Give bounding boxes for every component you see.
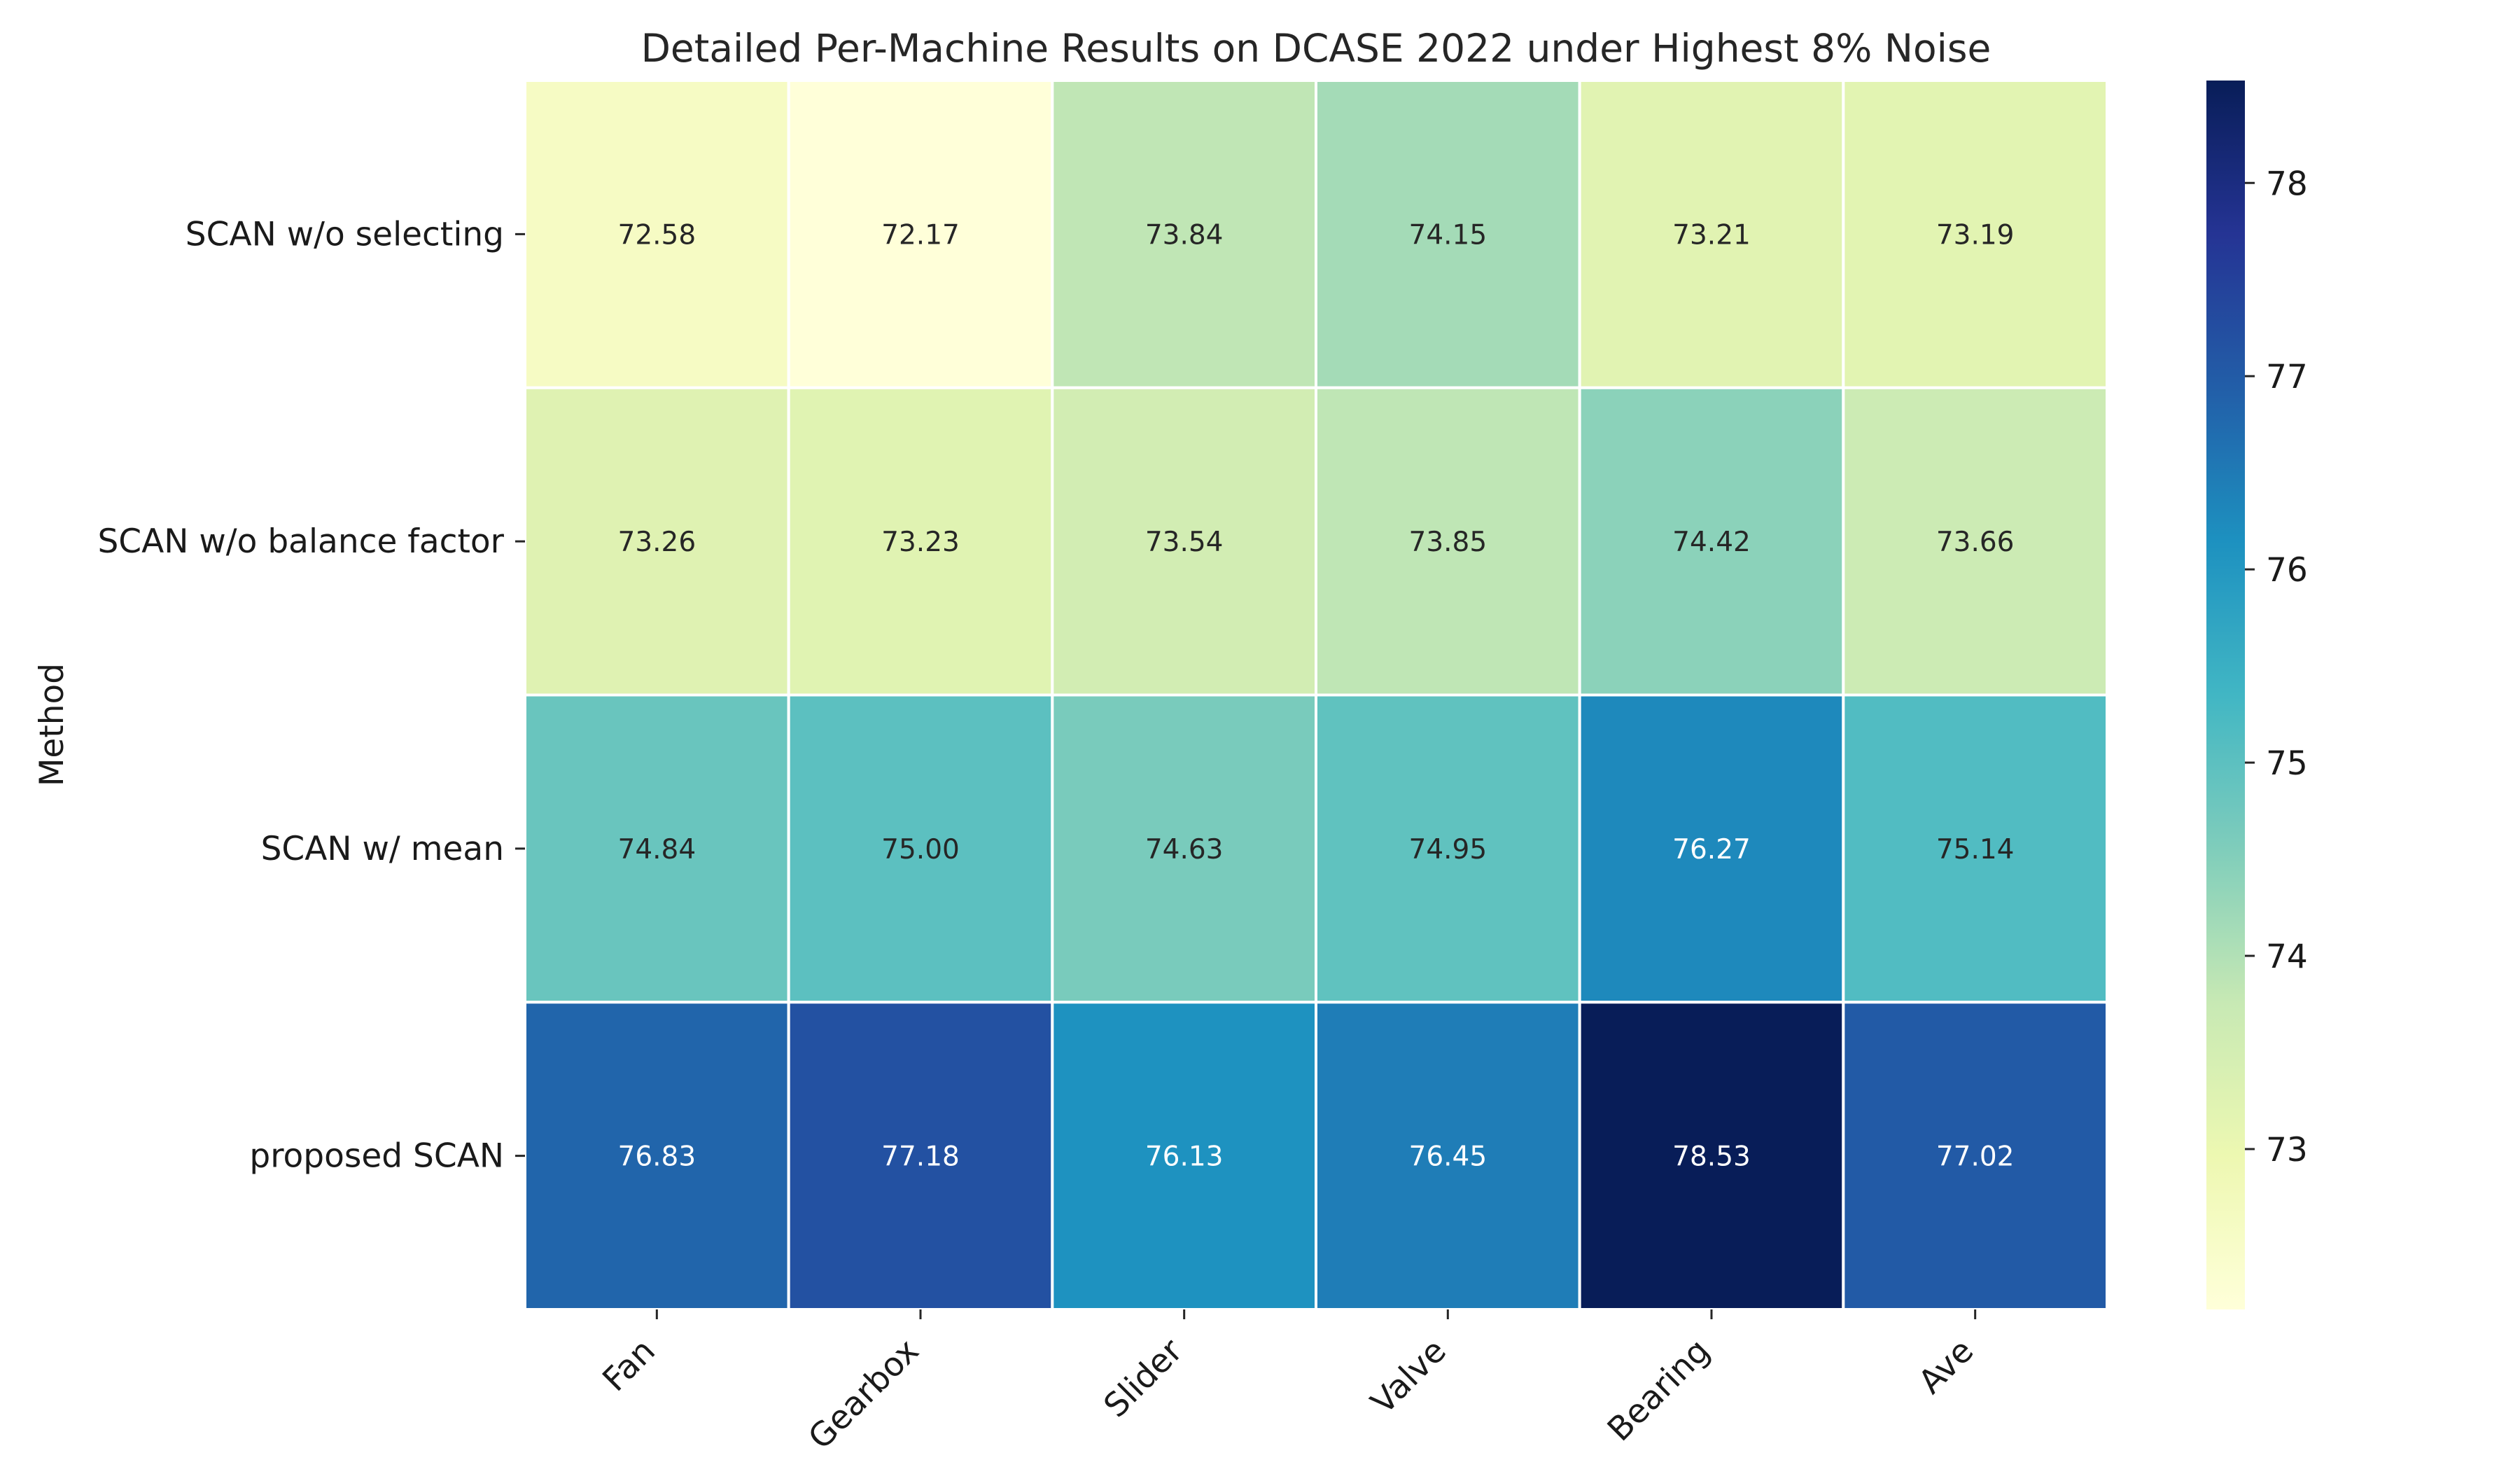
cell-value-label: 73.21 [1672,219,1751,251]
cell-value-label: 75.14 [1936,834,2015,865]
heatmap-cell-proposed-scan-bearing [1578,1001,1845,1311]
heatmap-cell-scan-w-o-selecting-gearbox [787,79,1054,389]
heatmap-cell-scan-w-mean-ave [1842,693,2108,1004]
heatmap-cell-scan-w-o-balance-factor-gearbox [787,386,1054,697]
colorbar-tick-label: 78 [2266,165,2308,203]
column-labels: Fan Gearbox Slider Valve Bearing Ave [595,1309,1981,1457]
heatmap-cell-proposed-scan-slider [1051,1001,1318,1311]
heatmap-cell-scan-w-mean-fan [524,693,790,1004]
heatmap-cell-scan-w-o-selecting-slider [1051,79,1318,389]
colorbar-tick-label: 75 [2266,744,2308,783]
heatmap-cells: 72.58 72.17 73.84 74.15 73.21 73.19 73.26 73.23… [524,79,2108,1311]
heatmap-cell-scan-w-o-selecting-fan [524,79,790,389]
cell-value-label: 73.66 [1936,527,2015,558]
cell-value-label: 77.02 [1936,1141,2015,1173]
heatmap-cell-proposed-scan-gearbox [787,1001,1054,1311]
cell-value-label: 73.85 [1409,527,1488,558]
colorbar: 73 74 75 76 77 78 [2206,81,2308,1309]
heatmap-cell-scan-w-mean-bearing [1578,693,1845,1004]
heatmap-cell-proposed-scan-ave [1842,1001,2108,1311]
cell-value-label: 76.13 [1145,1141,1224,1173]
column-label-valve: Valve [1364,1332,1454,1422]
heatmap-cell-scan-w-o-balance-factor-ave [1842,386,2108,697]
cell-value-label: 73.23 [881,527,960,558]
colorbar-tick-label: 77 [2266,358,2308,396]
chart-title: Detailed Per-Machine Results on DCASE 20… [641,26,1991,71]
heatmap-cell-scan-w-o-selecting-ave [1842,79,2108,389]
colorbar-tick-label: 74 [2266,938,2308,976]
colorbar-gradient [2206,81,2245,1309]
colorbar-tick-label: 76 [2266,551,2308,590]
cell-value-label: 77.18 [881,1141,960,1173]
cell-value-label: 72.17 [881,219,960,251]
heatmap-cell-scan-w-mean-slider [1051,693,1318,1004]
column-label-slider: Slider [1096,1331,1190,1425]
cell-value-label: 76.45 [1409,1141,1488,1173]
column-label-gearbox: Gearbox [801,1332,926,1457]
column-label-ave: Ave [1911,1332,1981,1402]
column-label-fan: Fan [595,1332,662,1399]
heatmap-cell-proposed-scan-valve [1315,1001,1581,1311]
column-label-bearing: Bearing [1600,1332,1718,1449]
heatmap-cell-scan-w-mean-valve [1315,693,1581,1004]
row-label-proposed-scan: proposed SCAN [249,1137,504,1176]
y-axis-label: Method [33,663,71,786]
cell-value-label: 73.84 [1145,219,1224,251]
heatmap-cell-scan-w-o-balance-factor-valve [1315,386,1581,697]
cell-value-label: 74.15 [1409,219,1488,251]
cell-value-label: 76.83 [618,1141,696,1173]
heatmap-cell-scan-w-mean-gearbox [787,693,1054,1004]
cell-value-label: 76.27 [1672,834,1751,865]
cell-value-label: 74.84 [618,834,696,865]
cell-value-label: 74.63 [1145,834,1224,865]
row-label-scan-w-mean: SCAN w/ mean [261,830,504,868]
row-labels: SCAN w/o selecting SCAN w/o balance facto… [97,215,525,1176]
cell-value-label: 74.95 [1409,834,1488,865]
cell-value-label: 74.42 [1672,527,1751,558]
colorbar-tick-label: 73 [2266,1131,2308,1169]
cell-value-label: 72.58 [618,219,696,251]
row-label-scan-w-o-balance-factor: SCAN w/o balance factor [97,522,504,561]
heatmap-cell-scan-w-o-selecting-bearing [1578,79,1845,389]
cell-value-label: 73.26 [618,527,696,558]
cell-value-label: 78.53 [1672,1141,1751,1173]
heatmap-cell-scan-w-o-selecting-valve [1315,79,1581,389]
heatmap-cell-proposed-scan-fan [524,1001,790,1311]
cell-value-label: 75.00 [881,834,960,865]
cell-value-label: 73.19 [1936,219,2015,251]
row-label-scan-w-o-selecting: SCAN w/o selecting [186,215,504,253]
cell-value-label: 73.54 [1145,527,1224,558]
